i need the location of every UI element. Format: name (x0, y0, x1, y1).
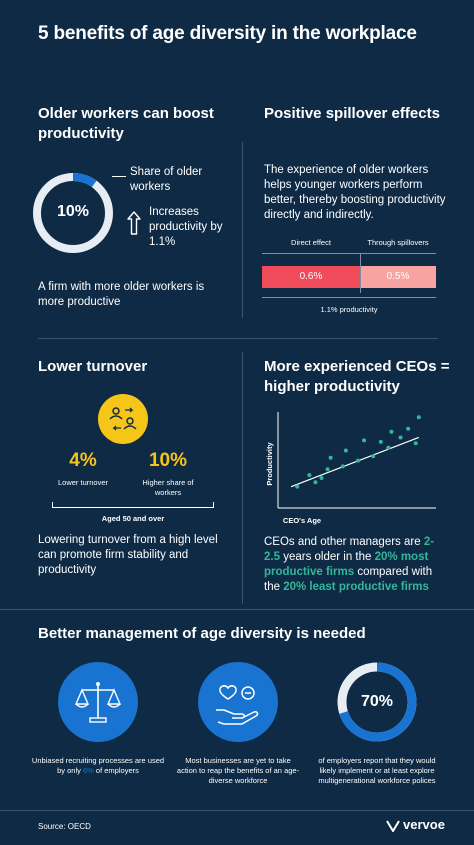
spillover-effect-bar: 0.5% (360, 266, 436, 288)
lower-turnover-label: Lower turnover (57, 478, 109, 487)
ceo-caption: CEOs and other managers are 2-2.5 years … (264, 535, 444, 595)
higher-share-label: Higher share of workers (142, 478, 194, 497)
scatter-point (378, 439, 383, 444)
scatter-point (398, 435, 403, 440)
scatter-point (406, 426, 411, 431)
page-title: 5 benefits of age diversity in the workp… (38, 23, 417, 44)
scatter-point (313, 480, 318, 485)
increase-label: Increases productivity by 1.1% (149, 206, 223, 248)
vervoe-logo-icon (386, 819, 400, 833)
scatter-point (340, 464, 345, 469)
turnover-caption: Lowering turnover from a high level can … (38, 534, 218, 576)
share-donut-chart: 10% (32, 172, 114, 254)
bar-split-rule (360, 253, 361, 293)
section-spillover-heading: Positive spillover effects (264, 105, 440, 122)
donut-pointer-line (112, 176, 126, 177)
section-management-heading: Better management of age diversity is ne… (38, 625, 366, 642)
scatter-point (416, 415, 421, 420)
scatter-point (319, 475, 324, 480)
recruiting-caption-value: 6% (82, 766, 94, 775)
employers-donut-value: 70% (360, 693, 394, 710)
total-productivity-label: 1.1% productivity (320, 305, 378, 314)
direct-effect-bar: 0.6% (262, 266, 360, 288)
section-turnover-heading: Lower turnover (38, 358, 148, 375)
ceo-caption-pre: CEOs and other managers are (264, 536, 421, 548)
older-workers-caption: A firm with more older workers is more p… (38, 281, 205, 308)
scatter-point (325, 467, 330, 472)
divider-middle (38, 338, 438, 339)
scatter-point (386, 445, 391, 450)
divider-top (242, 142, 243, 318)
higher-share-value: 10% (148, 450, 188, 471)
scatter-point (343, 448, 348, 453)
direct-effect-label: Direct effect (291, 238, 331, 247)
scatter-ylabel: Productivity (265, 442, 274, 486)
footer-divider (0, 810, 474, 811)
divider-lower (0, 609, 474, 610)
scatter-xlabel: CEO's Age (283, 516, 321, 525)
scatter-point (307, 473, 312, 478)
scatter-point (328, 455, 333, 460)
trend-line (290, 436, 420, 488)
spillover-effect-label: Through spillovers (367, 238, 429, 247)
spillover-body: The experience of older workers helps yo… (264, 164, 446, 221)
source-label: Source: OECD (38, 822, 91, 831)
ceo-scatter-chart: Productivity CEO's Age (258, 404, 442, 526)
ceo-caption-most-productive: 20% most productive firms (264, 551, 429, 578)
brand-name: vervoe (403, 817, 445, 832)
ceo-caption-mid2: compared with the (264, 566, 433, 593)
action-caption: Most businesses are yet to take action t… (176, 756, 300, 785)
scales-icon (58, 662, 138, 742)
age-bracket (52, 502, 214, 508)
section-older-workers-heading: Older workers can boost productivity (38, 105, 214, 142)
donut-value: 10% (56, 203, 90, 220)
scatter-point (371, 454, 376, 459)
recruiting-caption: Unbiased recruiting processes are used b… (28, 756, 168, 776)
arrow-up-icon (126, 210, 142, 236)
employers-caption: of employers report that they would like… (318, 756, 436, 785)
hand-heart-icon (198, 662, 278, 742)
ceo-caption-years: 2-2.5 (264, 536, 435, 563)
bar-bottom-rule (262, 297, 436, 298)
lower-turnover-value: 4% (69, 450, 97, 471)
people-exchange-icon (98, 394, 148, 444)
age-label: Aged 50 and over (101, 514, 165, 523)
scatter-point (295, 484, 300, 489)
ceo-caption-mid1: years older in the (283, 551, 372, 563)
employers-donut-chart: 70% (337, 662, 417, 742)
divider-bottom (242, 352, 243, 604)
recruiting-caption-pre: Unbiased recruiting processes are used b… (31, 756, 165, 775)
scatter-point (413, 441, 418, 446)
scatter-point (389, 429, 394, 434)
scatter-point (356, 458, 360, 463)
scatter-point (362, 438, 367, 443)
ceo-caption-least-productive: 20% least productive firms (283, 581, 429, 593)
recruiting-caption-post: of employers (95, 766, 139, 775)
bar-top-rule (262, 253, 436, 254)
share-label: Share of older workers (130, 166, 203, 193)
section-ceo-heading: More experienced CEOs = higher productiv… (264, 358, 450, 395)
